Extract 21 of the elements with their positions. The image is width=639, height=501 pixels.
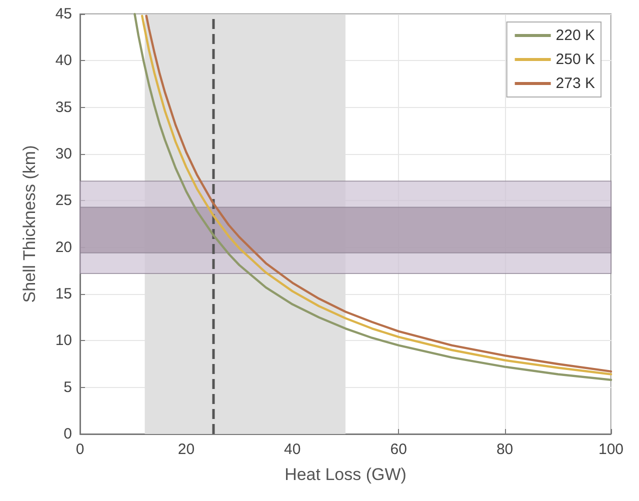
x-tick-label: 60 bbox=[390, 441, 407, 458]
x-tick-label: 100 bbox=[598, 441, 624, 458]
legend-label: 220 K bbox=[556, 27, 596, 44]
y-tick-label: 0 bbox=[64, 426, 72, 442]
x-tick-label: 0 bbox=[76, 441, 84, 458]
y-tick-label: 15 bbox=[55, 286, 72, 302]
legend-label: 273 K bbox=[556, 75, 596, 92]
x-axis-title: Heat Loss (GW) bbox=[284, 465, 406, 484]
y-tick-label: 5 bbox=[64, 378, 72, 396]
x-tick-label: 20 bbox=[178, 441, 195, 458]
x-tick-label: 40 bbox=[284, 441, 301, 458]
y-tick-label: 25 bbox=[55, 192, 72, 210]
y-tick-label: 35 bbox=[55, 98, 72, 116]
y-tick-label: 20 bbox=[55, 238, 72, 256]
y-axis-title: Shell Thickness (km) bbox=[20, 145, 39, 303]
y-tick-label: 40 bbox=[55, 52, 72, 70]
y-tick-label: 30 bbox=[55, 146, 72, 162]
x-tick-label: 80 bbox=[496, 441, 514, 458]
legend-label: 250 K bbox=[556, 51, 596, 68]
y-tick-label: 10 bbox=[55, 332, 72, 350]
y-tick-label: 45 bbox=[55, 6, 72, 22]
